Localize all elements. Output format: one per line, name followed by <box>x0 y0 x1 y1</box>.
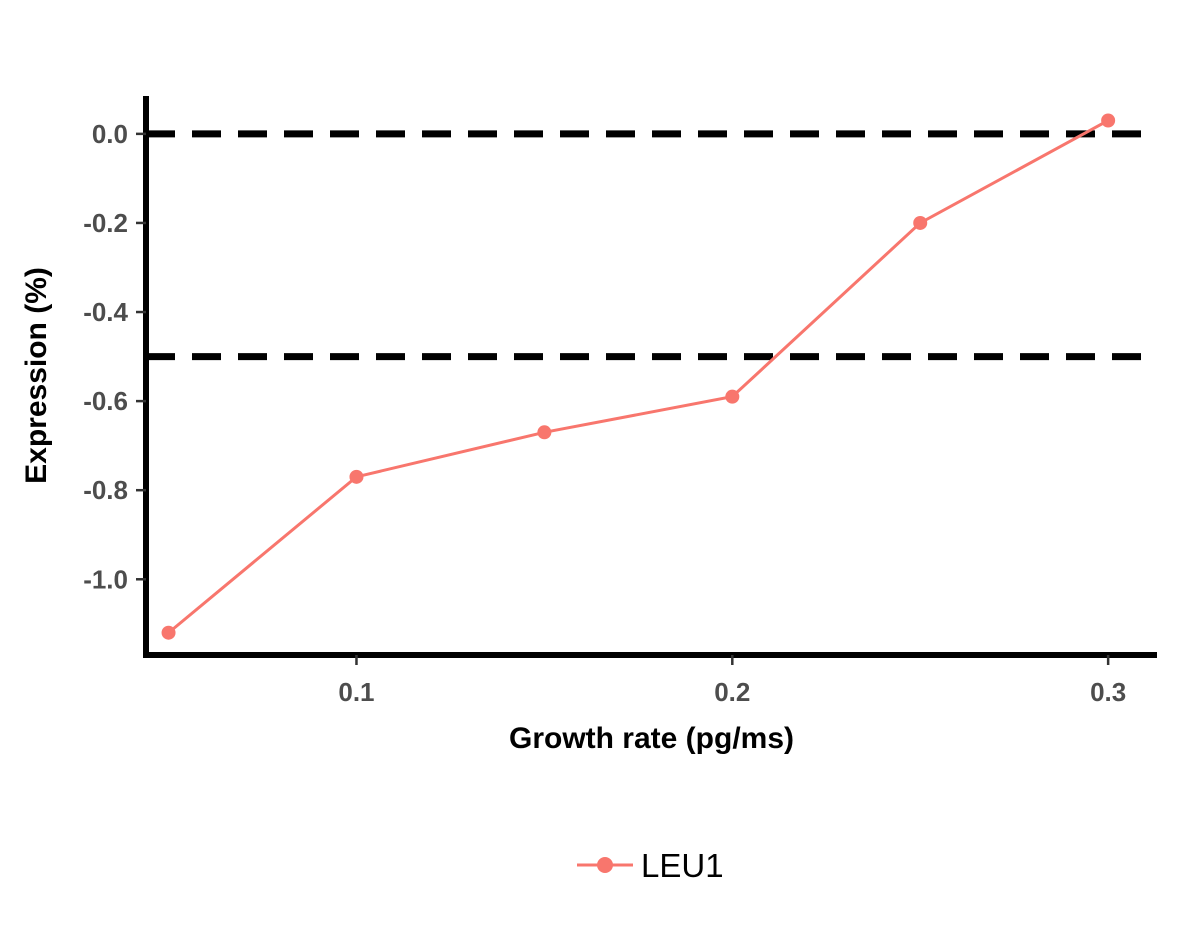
series-line <box>167 119 1109 634</box>
legend-label: LEU1 <box>641 847 724 884</box>
data-point <box>349 469 364 484</box>
y-tick-label: -0.4 <box>83 297 128 327</box>
x-tick-label: 0.3 <box>1090 677 1126 707</box>
data-point <box>537 425 552 440</box>
series-layer <box>161 113 1116 640</box>
axes <box>143 96 1157 658</box>
y-tick-label: -0.6 <box>83 386 128 416</box>
legend: LEU1 <box>577 847 724 884</box>
x-axis-title: Growth rate (pg/ms) <box>509 722 794 755</box>
x-axis-ticks: 0.1 0.2 0.3 <box>338 655 1126 707</box>
legend-marker <box>597 857 613 873</box>
data-point <box>161 625 176 640</box>
y-tick-label: -1.0 <box>83 564 128 594</box>
x-tick-label: 0.1 <box>338 677 374 707</box>
y-tick-label: -0.2 <box>83 208 128 238</box>
data-point <box>1101 113 1116 128</box>
y-tick-label: 0.0 <box>92 119 128 149</box>
y-tick-label: -0.8 <box>83 475 128 505</box>
reference-lines <box>146 130 1147 361</box>
data-point <box>725 389 740 404</box>
y-axis-title: Expression (%) <box>20 267 53 484</box>
x-tick-label: 0.2 <box>714 677 750 707</box>
data-point <box>913 215 928 230</box>
y-axis-ticks: 0.0 -0.2 -0.4 -0.6 -0.8 -1.0 <box>83 119 146 594</box>
